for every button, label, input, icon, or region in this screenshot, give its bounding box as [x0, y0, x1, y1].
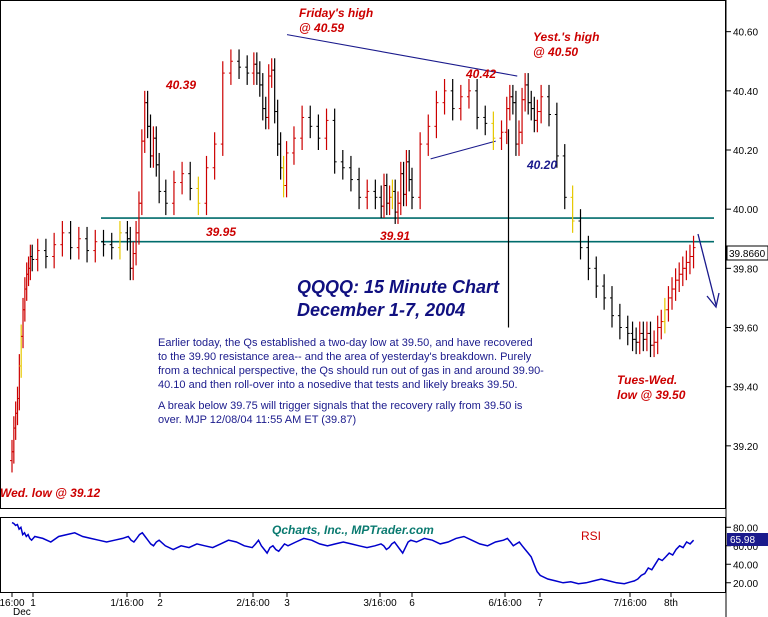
commentary-line: 40.10 and then roll-over into a nosedive… [158, 379, 518, 391]
time-tick-label: 16:00 [0, 598, 25, 609]
trendlines [286, 34, 518, 328]
time-tick-label: 3/16:00 [363, 598, 397, 609]
price-tick-label: 40.40 [733, 87, 758, 98]
chart-credit: Qcharts, Inc., MPTrader.com [272, 523, 434, 537]
annotation-label: 39.95 [206, 225, 236, 239]
time-axis-sublabel: Dec [13, 607, 31, 617]
annotation-label: @ 40.59 [299, 21, 344, 35]
time-tick-label: 1 [30, 598, 36, 609]
commentary-line: A break below 39.75 will trigger signals… [158, 400, 523, 412]
time-tick-label: 3 [284, 598, 290, 609]
chart-subtitle: December 1-7, 2004 [297, 300, 465, 320]
annotation-label: 40.20 [526, 158, 557, 172]
annotation-label: 39.91 [380, 229, 410, 243]
annotation-label: Yest.'s high [533, 30, 599, 44]
last-price-box [726, 245, 768, 261]
time-tick-label: 2/16:00 [236, 598, 270, 609]
rsi-tick-label: 60.00 [733, 542, 758, 553]
commentary-block: Earlier today, the Qs established a two-… [158, 337, 544, 426]
rsi-tick-label: 20.00 [733, 579, 758, 590]
rsi-axis: 80.00 60.00 40.00 20.00 [726, 523, 758, 590]
annotation-label: @ 40.50 [533, 45, 578, 59]
price-tick-label: 40.20 [733, 146, 758, 157]
time-tick-label: 7/16:00 [613, 598, 647, 609]
time-tick-label: 8th [664, 598, 678, 609]
time-tick-label: 2 [157, 598, 163, 609]
chart-annotations: Friday's high@ 40.59 Yest.'s high@ 40.50 4… [0, 6, 686, 500]
chart-title: QQQQ: 15 Minute Chart [297, 277, 500, 297]
annotation-label: Friday's high [299, 6, 373, 20]
time-tick-label: 6/16:00 [488, 598, 522, 609]
last-price-label: 39.8660 [729, 249, 766, 260]
rsi-line [11, 521, 695, 585]
last-rsi-label: 65.98 [730, 535, 755, 546]
time-tick-label: 6 [409, 598, 415, 609]
price-bars [10, 49, 696, 473]
commentary-line: to the 39.90 resistance area-- and the a… [158, 351, 532, 363]
trendline [430, 140, 496, 160]
resistance-levels [101, 217, 714, 243]
time-tick-label: 7 [537, 598, 543, 609]
rsi-label: RSI [581, 529, 601, 543]
annotation-label: 40.42 [465, 67, 496, 81]
annotation-label: low @ 39.50 [617, 388, 686, 402]
price-tick-label: 39.80 [733, 264, 758, 275]
trendline [286, 34, 518, 77]
price-axis: 40.60 40.40 40.20 40.00 39.80 39.60 39.40 39.20 [726, 28, 758, 453]
price-tick-label: 40.60 [733, 28, 758, 39]
annotation-label: Tues-Wed. [617, 373, 677, 387]
last-rsi-box [727, 533, 768, 546]
commentary-line: from a technical perspective, the Qs sho… [158, 365, 544, 377]
annotation-label: Wed. low @ 39.12 [0, 486, 101, 500]
price-tick-label: 39.20 [733, 442, 758, 453]
annotation-label: 40.39 [165, 78, 196, 92]
rsi-tick-label: 40.00 [733, 560, 758, 571]
rsi-series [11, 521, 695, 585]
price-panel-frame [0, 0, 726, 509]
commentary-line: over. MJP 12/08/04 11:55 AM ET (39.87) [158, 414, 356, 426]
price-tick-label: 40.00 [733, 205, 758, 216]
commentary-line: Earlier today, the Qs established a two-… [158, 337, 533, 349]
down-arrow-icon [697, 233, 720, 309]
price-tick-label: 39.40 [733, 383, 758, 394]
time-axis: 16:00 1 1/16:00 2 2/16:00 3 3/16:00 6 6/16:00 7 7/… [0, 592, 678, 617]
rsi-tick-label: 80.00 [733, 523, 758, 534]
time-tick-label: 1/16:00 [110, 598, 144, 609]
price-tick-label: 39.60 [733, 324, 758, 335]
